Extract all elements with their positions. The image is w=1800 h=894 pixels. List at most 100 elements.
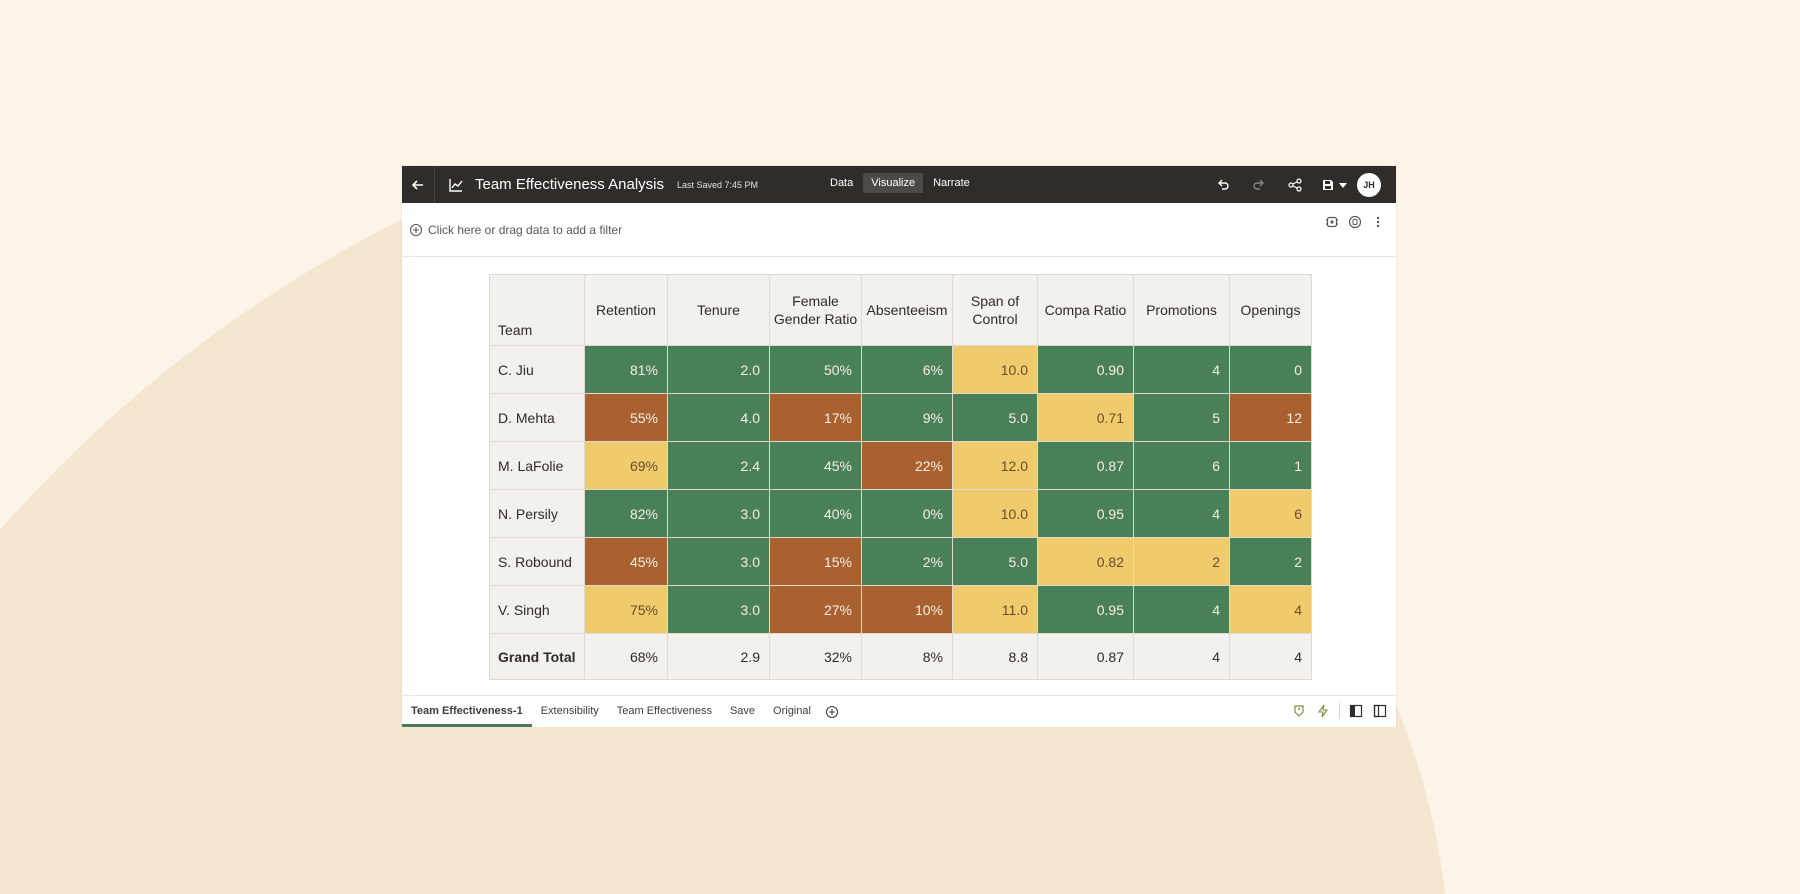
table-cell[interactable]: 2: [1229, 537, 1312, 586]
tab-original[interactable]: Original: [773, 705, 811, 717]
redo-button[interactable]: [1245, 166, 1273, 203]
grand-total-cell[interactable]: 32%: [769, 633, 862, 680]
table-cell[interactable]: 4.0: [667, 393, 770, 442]
table-cell[interactable]: 22%: [861, 441, 953, 490]
table-cell[interactable]: 4: [1133, 585, 1230, 634]
refresh-data-button[interactable]: [1347, 214, 1363, 230]
share-button[interactable]: [1281, 166, 1309, 203]
table-cell[interactable]: 0.87: [1037, 441, 1134, 490]
undo-button[interactable]: [1209, 166, 1237, 203]
column-header-promotions[interactable]: Promotions: [1133, 274, 1230, 346]
add-filter-prompt[interactable]: Click here or drag data to add a filter: [409, 223, 622, 237]
table-cell[interactable]: 0%: [861, 489, 953, 538]
table-cell[interactable]: 5.0: [952, 537, 1038, 586]
table-cell[interactable]: 50%: [769, 345, 862, 394]
table-cell[interactable]: 3.0: [667, 489, 770, 538]
grand-total-cell[interactable]: 4: [1229, 633, 1312, 680]
auto-insights-button[interactable]: [1315, 703, 1331, 719]
toggle-right-panel-button[interactable]: [1372, 703, 1388, 719]
column-header-female-gender-ratio[interactable]: Female Gender Ratio: [769, 274, 862, 346]
table-cell[interactable]: 6%: [861, 345, 953, 394]
column-header-retention[interactable]: Retention: [584, 274, 668, 346]
table-cell[interactable]: 82%: [584, 489, 668, 538]
column-header-span-of-control[interactable]: Span of Control: [952, 274, 1038, 346]
table-cell[interactable]: 10.0: [952, 345, 1038, 394]
table-cell[interactable]: 40%: [769, 489, 862, 538]
table-cell[interactable]: 2: [1133, 537, 1230, 586]
table-cell[interactable]: 6: [1133, 441, 1230, 490]
table-cell[interactable]: 5.0: [952, 393, 1038, 442]
add-canvas-button[interactable]: [824, 704, 840, 720]
tab-save[interactable]: Save: [729, 705, 756, 717]
table-cell[interactable]: 3.0: [667, 537, 770, 586]
table-cell[interactable]: 4: [1229, 585, 1312, 634]
tag-button[interactable]: [1291, 703, 1307, 719]
table-cell[interactable]: 3.0: [667, 585, 770, 634]
table-cell[interactable]: 1: [1229, 441, 1312, 490]
back-button[interactable]: [402, 166, 435, 203]
table-cell[interactable]: 4: [1133, 489, 1230, 538]
column-header-absenteeism[interactable]: Absenteeism: [861, 274, 953, 346]
column-header-team[interactable]: Team: [489, 274, 585, 346]
grand-total-cell[interactable]: 68%: [584, 633, 668, 680]
undo-icon: [1218, 179, 1229, 190]
table-cell[interactable]: 55%: [584, 393, 668, 442]
table-cell[interactable]: 0.82: [1037, 537, 1134, 586]
table-cell[interactable]: 0.90: [1037, 345, 1134, 394]
table-cell[interactable]: 17%: [769, 393, 862, 442]
table-cell[interactable]: 81%: [584, 345, 668, 394]
column-header-compa-ratio[interactable]: Compa Ratio: [1037, 274, 1134, 346]
save-menu-button[interactable]: [1317, 166, 1351, 203]
tab-team-effectiveness[interactable]: Team Effectiveness: [616, 705, 712, 717]
table-cell[interactable]: 15%: [769, 537, 862, 586]
tab-extensibility[interactable]: Extensibility: [540, 705, 599, 717]
pivot-table[interactable]: Team Retention Tenure Female Gender Rati…: [489, 274, 1312, 680]
lightning-icon: [1317, 704, 1329, 718]
row-header-team[interactable]: V. Singh: [489, 585, 585, 634]
table-cell[interactable]: 2.4: [667, 441, 770, 490]
column-header-tenure[interactable]: Tenure: [667, 274, 770, 346]
mode-narrate-tab[interactable]: Narrate: [933, 177, 970, 189]
table-cell[interactable]: 0.95: [1037, 585, 1134, 634]
table-cell[interactable]: 2%: [861, 537, 953, 586]
table-cell[interactable]: 0: [1229, 345, 1312, 394]
table-cell[interactable]: 4: [1133, 345, 1230, 394]
table-cell[interactable]: 12.0: [952, 441, 1038, 490]
table-cell[interactable]: 75%: [584, 585, 668, 634]
table-cell[interactable]: 6: [1229, 489, 1312, 538]
table-cell[interactable]: 9%: [861, 393, 953, 442]
grand-total-cell[interactable]: 2.9: [667, 633, 770, 680]
grand-total-cell[interactable]: 4: [1133, 633, 1230, 680]
more-options-button[interactable]: [1370, 214, 1386, 230]
table-cell[interactable]: 2.0: [667, 345, 770, 394]
table-cell[interactable]: 12: [1229, 393, 1312, 442]
right-panel-icon: [1373, 704, 1387, 718]
mode-visualize-tab[interactable]: Visualize: [863, 173, 924, 193]
tab-team-effectiveness-1[interactable]: Team Effectiveness-1: [402, 696, 532, 727]
toggle-left-panel-button[interactable]: [1348, 703, 1364, 719]
table-cell[interactable]: 0.95: [1037, 489, 1134, 538]
row-header-team[interactable]: N. Persily: [489, 489, 585, 538]
row-header-team[interactable]: M. LaFolie: [489, 441, 585, 490]
filter-settings-button[interactable]: [1324, 214, 1340, 230]
grand-total-cell[interactable]: 0.87: [1037, 633, 1134, 680]
row-header-team[interactable]: D. Mehta: [489, 393, 585, 442]
row-header-team[interactable]: S. Robound: [489, 537, 585, 586]
analytics-workbook-window: Team Effectiveness Analysis Last Saved 7…: [402, 166, 1396, 727]
table-cell[interactable]: 69%: [584, 441, 668, 490]
grand-total-cell[interactable]: 8.8: [952, 633, 1038, 680]
table-cell[interactable]: 11.0: [952, 585, 1038, 634]
table-cell[interactable]: 5: [1133, 393, 1230, 442]
table-cell[interactable]: 10%: [861, 585, 953, 634]
column-header-openings[interactable]: Openings: [1229, 274, 1312, 346]
user-avatar[interactable]: JH: [1357, 172, 1381, 197]
mode-data-tab[interactable]: Data: [830, 177, 854, 189]
row-header-team[interactable]: C. Jiu: [489, 345, 585, 394]
table-cell[interactable]: 27%: [769, 585, 862, 634]
table-cell[interactable]: 10.0: [952, 489, 1038, 538]
table-cell[interactable]: 0.71: [1037, 393, 1134, 442]
top-toolbar: Team Effectiveness Analysis Last Saved 7…: [402, 166, 1396, 203]
table-cell[interactable]: 45%: [769, 441, 862, 490]
table-cell[interactable]: 45%: [584, 537, 668, 586]
grand-total-cell[interactable]: 8%: [861, 633, 953, 680]
